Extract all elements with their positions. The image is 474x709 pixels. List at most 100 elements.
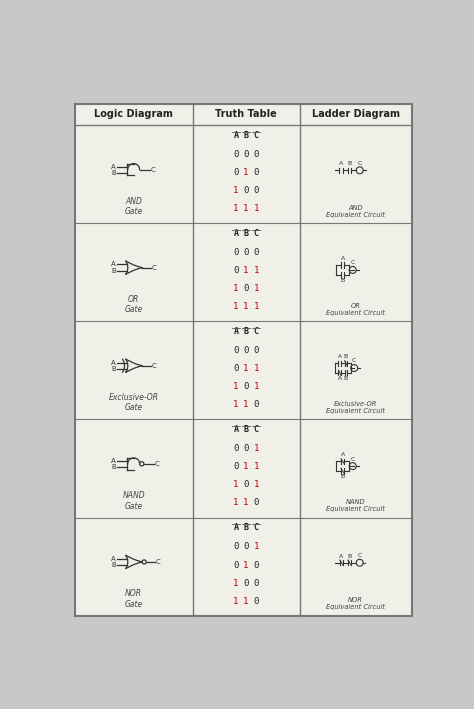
Text: C: C — [254, 523, 259, 532]
Text: 0: 0 — [233, 168, 238, 177]
Text: 0: 0 — [254, 168, 259, 177]
Text: C: C — [152, 363, 156, 369]
Text: B: B — [244, 327, 248, 335]
Text: 0: 0 — [233, 462, 238, 471]
Text: A: A — [111, 556, 116, 562]
Text: 0: 0 — [233, 266, 238, 275]
Text: 1: 1 — [233, 204, 238, 213]
Text: 1: 1 — [254, 542, 259, 552]
Text: A: A — [234, 523, 238, 532]
Text: A: A — [111, 359, 116, 366]
Text: 1: 1 — [233, 186, 238, 195]
Text: C: C — [357, 161, 362, 166]
Text: C: C — [254, 327, 259, 335]
Text: B: B — [111, 562, 116, 568]
Text: B: B — [244, 425, 248, 434]
Text: 1: 1 — [243, 168, 249, 177]
Text: A: A — [337, 354, 342, 359]
Text: 0: 0 — [254, 150, 259, 159]
Text: 1: 1 — [233, 596, 238, 605]
Text: A: A — [234, 425, 238, 434]
Text: AND
Equivalent Circuit: AND Equivalent Circuit — [326, 205, 385, 218]
Text: Logic Diagram: Logic Diagram — [94, 109, 173, 119]
Text: A: A — [339, 162, 343, 167]
Text: C: C — [352, 359, 356, 364]
Text: 1: 1 — [233, 284, 238, 294]
Text: 0: 0 — [254, 561, 259, 569]
Text: 0: 0 — [254, 579, 259, 588]
Text: A: A — [111, 164, 116, 169]
Text: 1: 1 — [254, 266, 259, 275]
Text: 0: 0 — [233, 150, 238, 159]
Text: 1: 1 — [233, 302, 238, 311]
Text: C: C — [254, 130, 259, 140]
Text: 1: 1 — [243, 204, 249, 213]
Text: 0: 0 — [243, 248, 249, 257]
Text: B: B — [347, 162, 352, 167]
Text: NAND
Gate: NAND Gate — [122, 491, 145, 510]
Text: 1: 1 — [254, 204, 259, 213]
Text: B: B — [244, 130, 248, 140]
Text: A: A — [234, 327, 238, 335]
Text: B: B — [111, 464, 116, 470]
Text: 0: 0 — [254, 401, 259, 409]
Text: C: C — [152, 264, 156, 271]
Text: 1: 1 — [243, 462, 249, 471]
Text: B: B — [347, 554, 352, 559]
Text: 1: 1 — [233, 579, 238, 588]
Text: NAND
Equivalent Circuit: NAND Equivalent Circuit — [326, 499, 385, 512]
Text: 0: 0 — [254, 248, 259, 257]
Text: 1: 1 — [243, 561, 249, 569]
Text: 0: 0 — [243, 346, 249, 355]
Text: NOR
Equivalent Circuit: NOR Equivalent Circuit — [326, 597, 385, 610]
Text: C: C — [155, 461, 160, 467]
Text: 0: 0 — [243, 150, 249, 159]
Text: 1: 1 — [243, 498, 249, 508]
Text: B: B — [244, 523, 248, 532]
Text: B: B — [344, 354, 348, 359]
Text: A: A — [337, 376, 342, 381]
Text: Exclusive-OR
Gate: Exclusive-OR Gate — [109, 393, 159, 413]
Text: 0: 0 — [254, 596, 259, 605]
Text: 0: 0 — [254, 498, 259, 508]
Text: B: B — [344, 376, 348, 381]
Text: C: C — [254, 228, 259, 238]
Text: Ladder Diagram: Ladder Diagram — [312, 109, 400, 119]
Text: B: B — [244, 228, 248, 238]
Text: 1: 1 — [254, 462, 259, 471]
Text: 0: 0 — [254, 186, 259, 195]
Text: 1: 1 — [243, 364, 249, 374]
Text: 1: 1 — [254, 481, 259, 489]
Text: 1: 1 — [233, 382, 238, 391]
Text: 1: 1 — [243, 266, 249, 275]
Text: C: C — [357, 553, 362, 558]
Text: A: A — [111, 262, 116, 267]
Text: C: C — [351, 260, 355, 265]
Text: A: A — [234, 130, 238, 140]
Text: 0: 0 — [254, 346, 259, 355]
Text: 1: 1 — [243, 401, 249, 409]
Text: 1: 1 — [254, 445, 259, 453]
Text: AND
Gate: AND Gate — [125, 197, 143, 216]
Text: B: B — [111, 366, 116, 372]
Text: C: C — [156, 559, 161, 565]
Text: 0: 0 — [233, 561, 238, 569]
Text: C: C — [151, 167, 155, 172]
Text: 0: 0 — [233, 364, 238, 374]
Text: 0: 0 — [233, 346, 238, 355]
Text: 1: 1 — [243, 596, 249, 605]
Text: C: C — [254, 425, 259, 434]
Text: B: B — [111, 169, 116, 176]
Text: OR
Gate: OR Gate — [125, 295, 143, 314]
Text: 1: 1 — [254, 364, 259, 374]
Text: 0: 0 — [243, 284, 249, 294]
Text: Exclusive-OR
Equivalent Circuit: Exclusive-OR Equivalent Circuit — [326, 401, 385, 414]
Text: A: A — [340, 452, 345, 457]
Text: 0: 0 — [233, 248, 238, 257]
Text: 0: 0 — [243, 481, 249, 489]
Text: 1: 1 — [233, 401, 238, 409]
Text: 0: 0 — [243, 542, 249, 552]
Text: 1: 1 — [254, 284, 259, 294]
Text: A: A — [340, 256, 345, 261]
Text: 0: 0 — [243, 579, 249, 588]
